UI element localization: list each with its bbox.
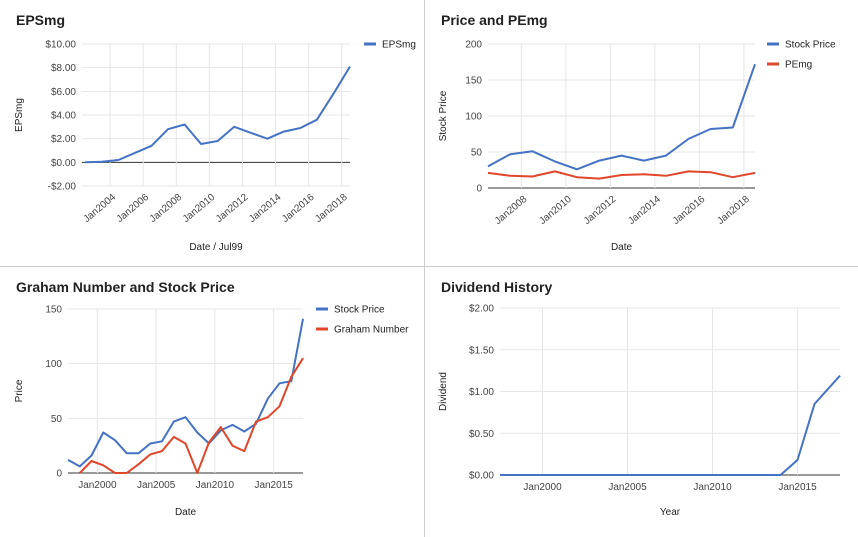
y-tick-label: $0.00 <box>469 471 494 482</box>
legend-label: Stock Price <box>334 305 385 316</box>
x-tick-label: Jan2015 <box>778 482 817 493</box>
x-tick-label: Jan2012 <box>582 194 619 227</box>
x-tick-label: Jan2015 <box>254 480 293 491</box>
legend-label: PEmg <box>785 60 812 71</box>
series-line-1 <box>500 374 841 476</box>
x-tick-label: Jan2006 <box>115 192 152 225</box>
x-tick-label: Jan2016 <box>280 192 317 225</box>
series-line-2 <box>487 170 756 180</box>
x-tick-label: Jan2010 <box>693 482 732 493</box>
series-line-2 <box>79 357 304 474</box>
x-tick-label: Jan2010 <box>537 194 574 227</box>
legend-label: EPSmg <box>382 40 416 51</box>
dividend-chart: $0.00 $0.50 $1.00 $1.50 $2.00 Jan2000 Jan2005 J… <box>438 304 841 518</box>
legend-label: Graham Number <box>334 325 409 336</box>
y-tick-label: $8.00 <box>51 63 76 74</box>
y-tick-label: 0 <box>56 469 62 480</box>
x-tick-label: Jan2012 <box>214 192 251 225</box>
x-tick-label: Jan2000 <box>78 480 117 491</box>
y-axis-label: Stock Price <box>438 90 449 141</box>
y-tick-label: $1.50 <box>469 345 494 356</box>
eps-chart-panel: -$2.00 $0.00 $2.00 $4.00 $6.00 $8.00 $10.00 Jan… <box>0 0 424 266</box>
y-axis-label: Price <box>14 379 25 402</box>
y-tick-label: $2.00 <box>469 304 494 315</box>
y-tick-label: $4.00 <box>51 111 76 122</box>
x-tick-label: Jan2010 <box>181 192 218 225</box>
chart-title: Price and PEmg <box>441 12 548 28</box>
chart-title: EPSmg <box>16 12 66 28</box>
dividend-chart-panel: $0.00 $0.50 $1.00 $1.50 $2.00 Jan2000 Jan2005 J… <box>425 267 858 537</box>
y-tick-label: -$2.00 <box>48 182 77 193</box>
y-tick-label: $0.50 <box>469 429 494 440</box>
x-tick-label: Jan2016 <box>671 194 708 227</box>
y-tick-label: 50 <box>471 148 483 159</box>
x-tick-label: Jan2014 <box>626 194 663 227</box>
eps-chart: -$2.00 $0.00 $2.00 $4.00 $6.00 $8.00 $10.00 Jan… <box>14 40 416 254</box>
x-tick-label: Jan2000 <box>523 482 562 493</box>
x-axis-label: Date <box>175 507 197 518</box>
series-line-1 <box>487 63 756 171</box>
y-tick-label: 50 <box>51 414 63 425</box>
graham-chart: 0 50 100 150 Jan2000 Jan2005 Jan2010 Jan2015 Dat… <box>14 305 409 519</box>
price-pe-chart-panel: 0 50 100 150 200 Jan2008 Jan2010 Jan2012 Jan2014… <box>425 0 858 266</box>
x-tick-label: Jan2005 <box>137 480 176 491</box>
y-axis-label: EPSmg <box>14 98 25 132</box>
x-tick-label: Jan2008 <box>148 192 185 225</box>
y-tick-label: 150 <box>465 76 482 87</box>
x-tick-label: Jan2018 <box>313 192 350 225</box>
chart-title: Dividend History <box>441 279 553 295</box>
x-tick-label: Jan2005 <box>608 482 647 493</box>
x-axis-label: Year <box>660 507 681 518</box>
x-tick-label: Jan2018 <box>715 194 752 227</box>
price-pe-chart: 0 50 100 150 200 Jan2008 Jan2010 Jan2012 Jan2014… <box>438 40 836 254</box>
x-tick-label: Jan2014 <box>247 192 284 225</box>
y-tick-label: $0.00 <box>51 158 76 169</box>
x-axis-label: Date <box>611 242 633 253</box>
y-axis-label: Dividend <box>438 372 449 411</box>
y-tick-label: $10.00 <box>45 40 76 51</box>
x-tick-label: Jan2004 <box>82 192 119 225</box>
x-tick-label: Jan2008 <box>493 194 530 227</box>
y-tick-label: 150 <box>45 305 62 316</box>
series-line-1 <box>67 318 304 468</box>
x-tick-label: Jan2010 <box>196 480 235 491</box>
chart-title: Graham Number and Stock Price <box>16 279 235 295</box>
y-tick-label: 100 <box>465 112 482 123</box>
series-line-1 <box>85 65 351 164</box>
y-tick-label: 100 <box>45 359 62 370</box>
y-tick-label: $2.00 <box>51 134 76 145</box>
x-axis-label: Date / Jul99 <box>189 242 243 253</box>
graham-chart-panel: 0 50 100 150 Jan2000 Jan2005 Jan2010 Jan2015 Dat… <box>0 267 424 537</box>
y-tick-label: $1.00 <box>469 387 494 398</box>
legend-label: Stock Price <box>785 40 836 51</box>
y-tick-label: 200 <box>465 40 482 51</box>
y-tick-label: 0 <box>476 184 482 195</box>
y-tick-label: $6.00 <box>51 87 76 98</box>
